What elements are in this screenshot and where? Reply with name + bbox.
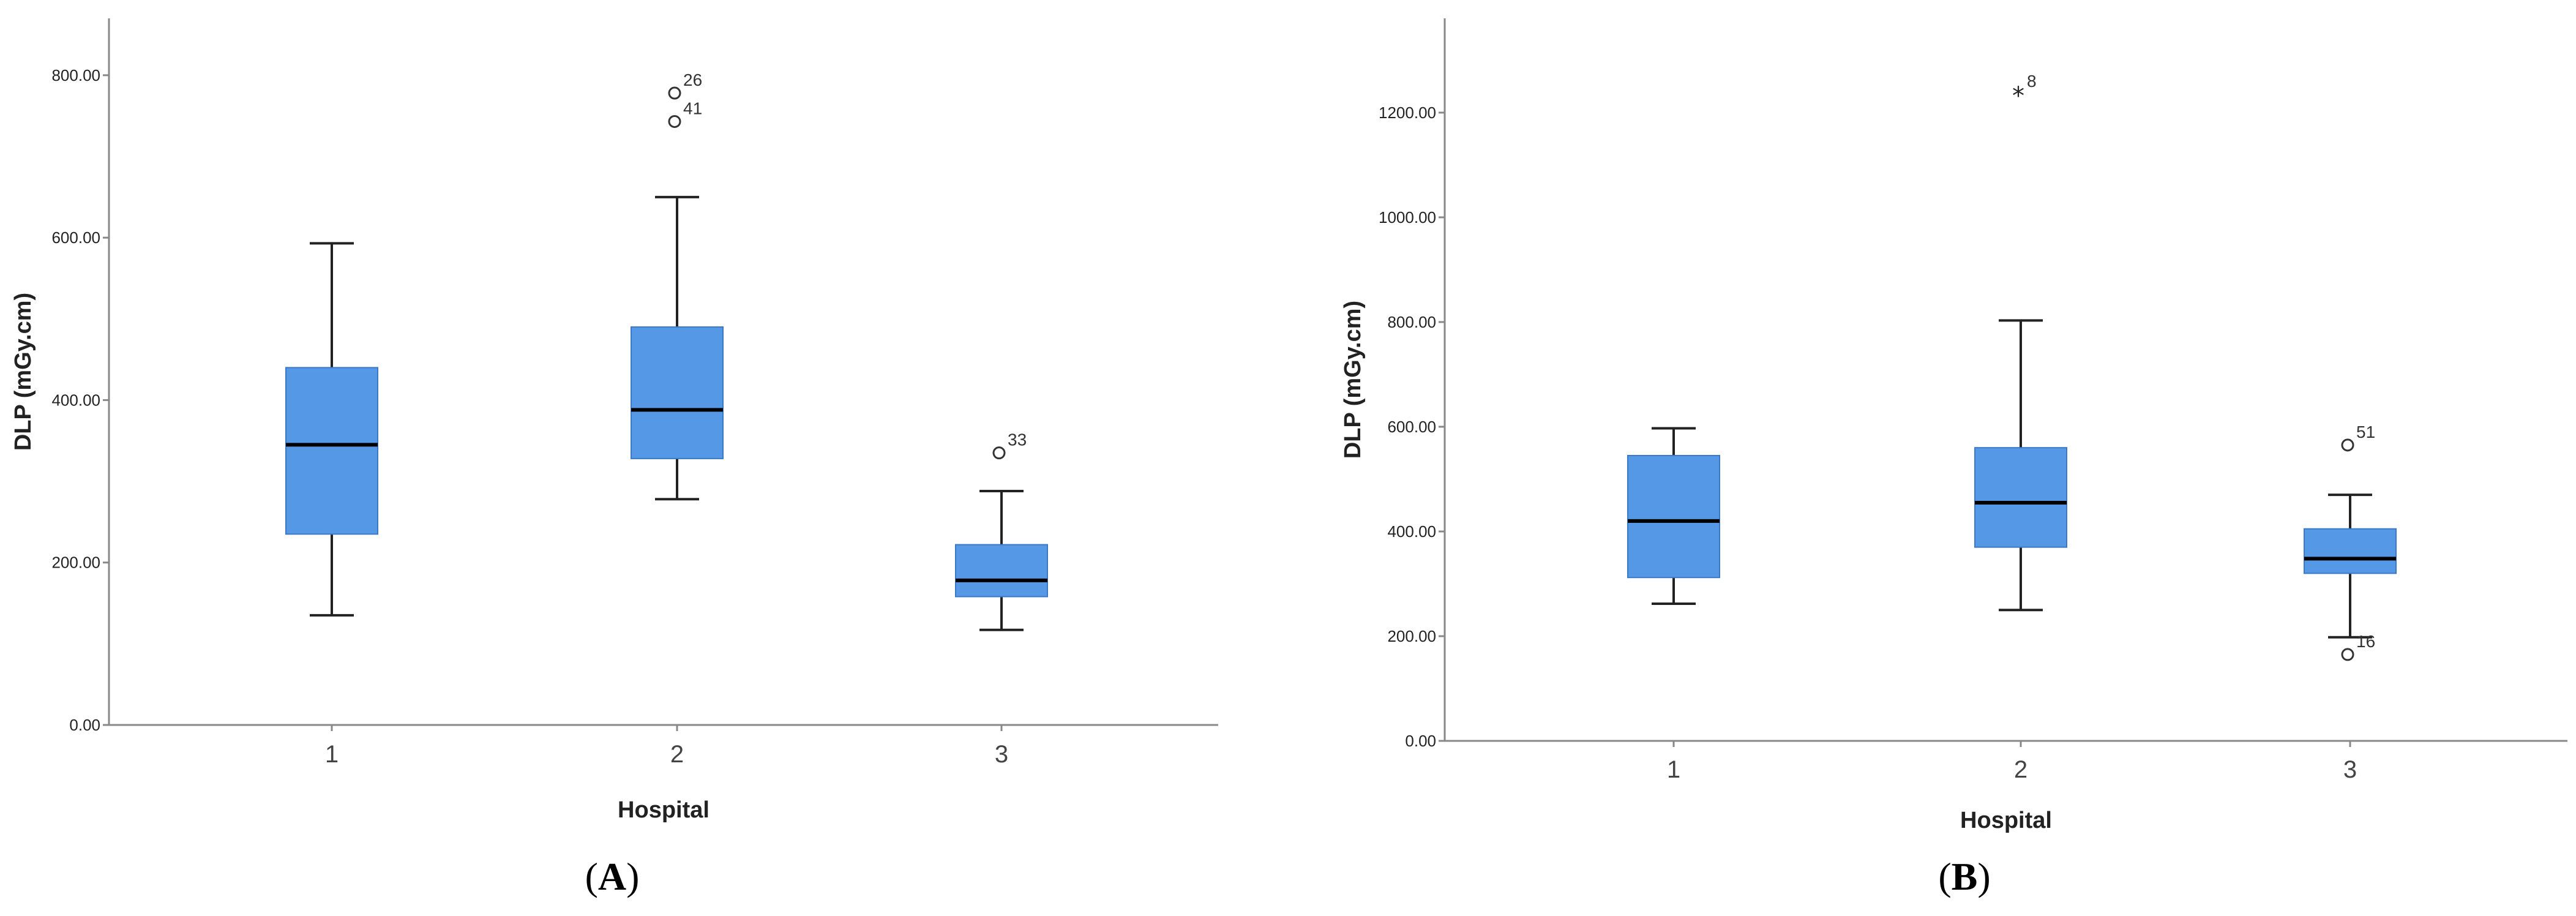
panel-label-b-letter: B (1951, 855, 1978, 898)
b-ytick-label: 1000.00 (1379, 208, 1436, 227)
b-xtick-label: 3 (2343, 756, 2357, 783)
panel-label-b: (B) (1903, 854, 2026, 899)
b-ytick-label: 1200.00 (1379, 103, 1436, 122)
b-xtick-label: 1 (1667, 756, 1680, 783)
b-outlier-circle (2341, 648, 2354, 661)
a-ytick-label: 200.00 (51, 554, 100, 572)
b-ytick-label: 800.00 (1387, 313, 1436, 331)
a-ytick-label: 400.00 (51, 391, 100, 409)
b-ytick-label: 200.00 (1387, 627, 1436, 645)
panel-label-a-close: ) (626, 855, 640, 898)
b-box-group-3: 3 51 16 (2304, 422, 2397, 783)
panel-label-a: (A) (551, 854, 673, 899)
b-outlier-label: 8 (2027, 72, 2037, 91)
a-y-axis-title: DLP (mGy.cm) (10, 293, 36, 451)
panel-label-b-open: ( (1938, 855, 1952, 898)
a-iqr-box (955, 544, 1048, 598)
a-x-axis-title: Hospital (618, 797, 710, 823)
b-ytick-label: 400.00 (1387, 522, 1436, 541)
b-y-axis-title: DLP (mGy.cm) (1340, 301, 1366, 459)
a-box-group-3: 333 (955, 430, 1048, 768)
b-iqr-box (2304, 528, 2397, 574)
b-xtick-label: 2 (2014, 756, 2027, 783)
chart-panel-b: 0.00 200.00 400.00 600.00 800.00 1000.00 1200.… (1288, 0, 2576, 916)
a-xtick-label: 2 (670, 741, 684, 768)
panel-label-a-letter: A (597, 855, 627, 898)
a-outlier-label: 33 (1008, 430, 1027, 449)
a-outlier-label: 26 (683, 70, 702, 89)
panel-label-a-open: ( (585, 855, 598, 898)
b-x-axis-title: Hospital (1960, 808, 2052, 833)
a-box-group-1: 1 (285, 242, 378, 768)
a-outlier-circle (668, 114, 681, 128)
b-outlier-label: 16 (2356, 632, 2375, 651)
a-xtick-label: 1 (325, 741, 339, 768)
a-outlier-circle (668, 86, 681, 100)
b-iqr-box (1627, 454, 1720, 579)
b-ytick-label: 600.00 (1387, 418, 1436, 436)
b-ytick-label: 0.00 (1405, 732, 1436, 750)
a-ytick-label: 600.00 (51, 228, 100, 247)
b-iqr-box (1974, 447, 2067, 548)
a-iqr-box (631, 326, 724, 459)
boxplot-a: 0.00 200.00 400.00 600.00 800.00 DLP (mGy.cm)… (10, 18, 1218, 823)
b-box-group-2: 2 *8 (1974, 72, 2067, 783)
b-outlier-circle (2341, 438, 2354, 452)
b-outlier-star: * (2012, 82, 2024, 110)
a-outlier-circle (992, 446, 1006, 460)
chart-panel-a: 0.00 200.00 400.00 600.00 800.00 DLP (mGy.cm)… (0, 0, 1255, 916)
a-xtick-label: 3 (995, 741, 1008, 768)
boxplot-b: 0.00 200.00 400.00 600.00 800.00 1000.00 1200.… (1340, 18, 2567, 833)
a-ytick-label: 800.00 (51, 66, 100, 84)
a-outlier-label: 41 (683, 99, 702, 118)
b-box-group-1: 1 (1627, 427, 1720, 783)
b-outlier-label: 51 (2356, 422, 2375, 441)
a-ytick-label: 0.00 (69, 716, 100, 734)
panel-label-b-close: ) (1977, 855, 1991, 898)
a-iqr-box (285, 367, 378, 535)
a-box-group-2: 2 26 41 (631, 70, 724, 768)
